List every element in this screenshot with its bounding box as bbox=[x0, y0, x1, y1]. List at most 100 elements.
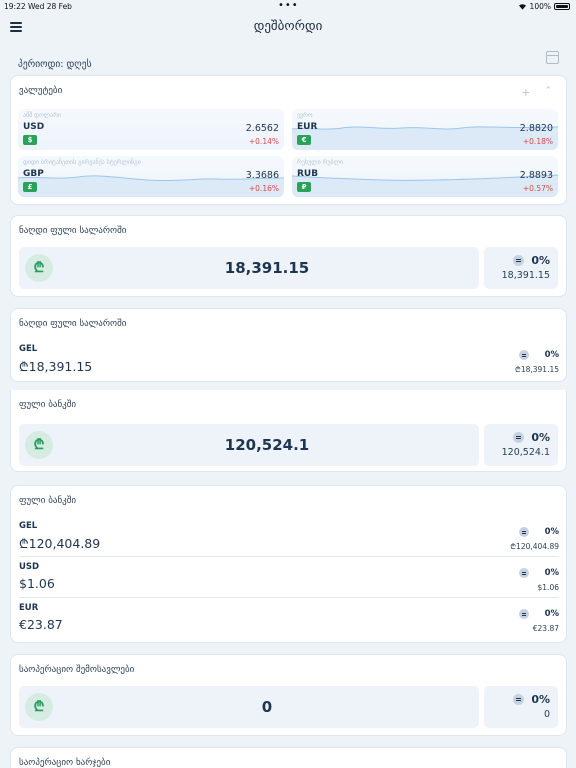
currency-code: EUR bbox=[297, 122, 318, 132]
rub-sparkline bbox=[292, 174, 558, 197]
card-title: ნაღდი ფული სალაროში bbox=[19, 226, 127, 236]
operating-expenses-card[interactable]: საოპერაციო ხარჯები bbox=[10, 747, 567, 768]
lari-icon: ₾ bbox=[25, 254, 53, 282]
row-currency: GEL bbox=[19, 521, 38, 531]
row-percent: 0% bbox=[544, 527, 559, 537]
currency-name: რუსული რუბლი bbox=[297, 159, 344, 166]
euro-icon: € bbox=[297, 135, 311, 145]
currencies-card: ვალუტები + ⌃ აშშ დოლარი USD $ 2.6562 +0.… bbox=[10, 75, 567, 205]
row-percent: 0% bbox=[544, 609, 559, 619]
row-percent: 0% bbox=[544, 568, 559, 578]
list-item[interactable]: GEL ₾18,391.15 0% ₾18,391.15 bbox=[19, 344, 559, 384]
currency-rate: 2.8893 bbox=[519, 170, 553, 181]
currency-tile-rub[interactable]: რუსული რუბლი RUB ₽ 2.8893 +0.57% bbox=[292, 156, 558, 197]
change-amount: 18,391.15 bbox=[501, 270, 550, 281]
dollar-icon: $ bbox=[23, 135, 37, 145]
calendar-icon[interactable] bbox=[546, 51, 559, 64]
bank-total-box: ₾ 120,524.1 bbox=[19, 424, 479, 466]
change-percent: 0% bbox=[531, 254, 550, 267]
hamburger-menu-icon[interactable] bbox=[10, 22, 22, 32]
currency-change: +0.16% bbox=[248, 184, 279, 193]
row-amount: ₾120,404.89 bbox=[19, 536, 101, 551]
list-item[interactable]: GEL ₾120,404.89 0% ₾120,404.89 bbox=[19, 521, 559, 561]
income-total-value: 0 bbox=[261, 698, 273, 716]
currency-rate: 2.6562 bbox=[245, 123, 279, 134]
row-converted: ₾18,391.15 bbox=[515, 365, 559, 374]
currency-tile-gbp[interactable]: დიდი ბრიტანეთის გირვანქა სტერლინგი GBP £… bbox=[18, 156, 284, 197]
currency-tile-usd[interactable]: აშშ დოლარი USD $ 2.6562 +0.14% bbox=[18, 109, 284, 150]
wifi-icon bbox=[518, 4, 526, 10]
change-amount: 0 bbox=[543, 709, 550, 720]
bank-total-value: 120,524.1 bbox=[224, 436, 310, 454]
battery-icon bbox=[554, 3, 570, 10]
equal-icon bbox=[513, 255, 524, 266]
equal-icon bbox=[519, 568, 529, 578]
equal-icon bbox=[519, 350, 529, 360]
bank-breakdown-card[interactable]: ფული ბანკში GEL ₾120,404.89 0% ₾120,404.… bbox=[10, 485, 567, 643]
add-currency-icon[interactable]: + bbox=[521, 86, 531, 99]
row-converted: $1.06 bbox=[537, 583, 559, 592]
lari-icon: ₾ bbox=[25, 693, 53, 721]
battery-percent: 100% bbox=[529, 2, 551, 11]
status-date: Wed 28 Feb bbox=[28, 2, 72, 11]
equal-icon bbox=[513, 432, 524, 443]
status-bar: 19:22 Wed 28 Feb ••• 100% bbox=[0, 0, 576, 12]
currency-change: +0.18% bbox=[522, 137, 553, 146]
bank-summary-card[interactable]: ფული ბანკში ₾ 120,524.1 0% 120,524.1 bbox=[10, 390, 567, 472]
row-amount: $1.06 bbox=[19, 576, 55, 591]
row-currency: GEL bbox=[19, 344, 38, 354]
card-title: ფული ბანკში bbox=[19, 496, 77, 506]
pound-icon: £ bbox=[23, 182, 37, 192]
currency-name: ევრო bbox=[297, 112, 313, 119]
list-item[interactable]: USD $1.06 0% $1.06 bbox=[19, 562, 559, 602]
currencies-title: ვალუტები bbox=[19, 86, 63, 96]
row-amount: ₾18,391.15 bbox=[19, 359, 93, 374]
ruble-icon: ₽ bbox=[297, 182, 311, 192]
row-converted: ₾120,404.89 bbox=[510, 542, 559, 551]
divider bbox=[19, 556, 559, 557]
cash-total-value: 18,391.15 bbox=[224, 259, 310, 277]
row-percent: 0% bbox=[544, 350, 559, 360]
change-percent: 0% bbox=[531, 693, 550, 706]
status-time: 19:22 bbox=[4, 2, 26, 11]
gbp-sparkline bbox=[18, 175, 284, 197]
currency-code: RUB bbox=[297, 169, 319, 179]
card-title: ნაღდი ფული სალაროში bbox=[19, 319, 127, 329]
currency-rate: 3.3686 bbox=[245, 170, 279, 181]
cash-breakdown-card[interactable]: ნაღდი ფული სალაროში GEL ₾18,391.15 0% ₾1… bbox=[10, 308, 567, 382]
cash-change-box: 0% 18,391.15 bbox=[484, 247, 558, 289]
currency-change: +0.14% bbox=[248, 137, 279, 146]
period-row: პერიოდი: დღეს bbox=[18, 51, 562, 70]
page-title: დეშბორდი bbox=[253, 19, 323, 34]
currency-name: დიდი ბრიტანეთის გირვანქა სტერლინგი bbox=[23, 159, 141, 166]
cash-summary-card[interactable]: ნაღდი ფული სალაროში ₾ 18,391.15 0% 18,39… bbox=[10, 215, 567, 297]
currency-code: GBP bbox=[23, 169, 44, 179]
operating-income-card[interactable]: საოპერაციო შემოსავლები ₾ 0 0% 0 bbox=[10, 654, 567, 736]
header: დეშბორდი bbox=[0, 12, 576, 42]
currency-rate: 2.8820 bbox=[519, 123, 553, 134]
equal-icon bbox=[519, 527, 529, 537]
reorder-currencies-icon[interactable]: ⌃ bbox=[544, 86, 552, 96]
list-item[interactable]: EUR €23.87 0% €23.87 bbox=[19, 603, 559, 643]
row-currency: USD bbox=[19, 562, 40, 572]
change-amount: 120,524.1 bbox=[501, 447, 550, 458]
equal-icon bbox=[513, 694, 524, 705]
currency-name: აშშ დოლარი bbox=[23, 112, 62, 119]
row-amount: €23.87 bbox=[19, 617, 63, 632]
lari-icon: ₾ bbox=[25, 431, 53, 459]
currency-code: USD bbox=[23, 122, 45, 132]
currency-tile-eur[interactable]: ევრო EUR € 2.8820 +0.18% bbox=[292, 109, 558, 150]
period-label: პერიოდი: დღეს bbox=[18, 59, 92, 70]
card-title: ფული ბანკში bbox=[19, 400, 77, 410]
divider bbox=[19, 597, 559, 598]
eur-sparkline bbox=[292, 126, 558, 150]
change-percent: 0% bbox=[531, 431, 550, 444]
row-converted: €23.87 bbox=[532, 624, 559, 633]
currency-change: +0.57% bbox=[522, 184, 553, 193]
income-total-box: ₾ 0 bbox=[19, 686, 479, 728]
bank-change-box: 0% 120,524.1 bbox=[484, 424, 558, 466]
card-title: საოპერაციო შემოსავლები bbox=[19, 665, 135, 675]
multitasking-dots-icon[interactable]: ••• bbox=[278, 0, 299, 11]
row-currency: EUR bbox=[19, 603, 39, 613]
equal-icon bbox=[519, 609, 529, 619]
